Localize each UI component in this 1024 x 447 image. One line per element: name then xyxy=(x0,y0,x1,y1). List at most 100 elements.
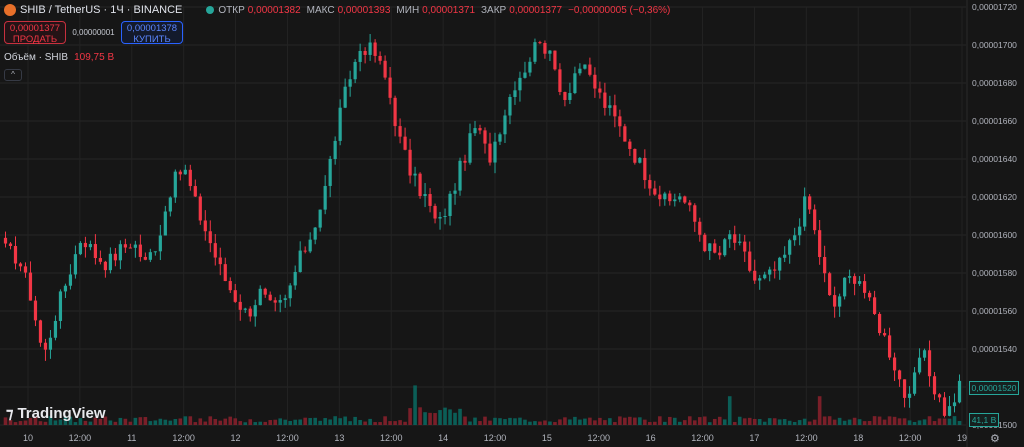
candle-body xyxy=(398,126,402,137)
time-tick-label: 12:00 xyxy=(484,433,507,443)
candle-body xyxy=(598,88,602,93)
candle-body xyxy=(813,209,817,231)
low-value: 0,00001371 xyxy=(422,4,476,16)
volume-bar xyxy=(628,416,632,425)
volume-bar xyxy=(113,421,118,425)
volume-bar xyxy=(458,408,462,425)
symbol-title[interactable]: SHIB / TetherUS · 1Ч · BINANCE xyxy=(20,4,183,16)
volume-bar xyxy=(183,416,188,425)
volume-bar xyxy=(942,418,947,425)
candle-body xyxy=(907,393,912,398)
candle-body xyxy=(773,269,777,271)
candle-body xyxy=(753,270,757,281)
volume-bar xyxy=(148,421,153,425)
candle-body xyxy=(253,305,257,317)
sell-button[interactable]: 0,00001377 ПРОДАТЬ xyxy=(4,21,66,45)
time-tick-label: 14 xyxy=(438,433,448,443)
volume-bar xyxy=(643,419,647,425)
volume-bar xyxy=(388,421,392,425)
candle-body xyxy=(28,272,33,301)
volume-bar xyxy=(328,419,332,425)
chevron-up-icon[interactable]: ^ xyxy=(4,69,22,81)
price-tick-label: 0,00001720 xyxy=(972,2,1017,12)
candle-body xyxy=(428,194,432,206)
candle-body xyxy=(743,241,747,252)
candle-body xyxy=(957,380,962,403)
price-tick-label: 0,00001700 xyxy=(972,40,1017,50)
candle-body xyxy=(403,136,407,150)
candle-body xyxy=(373,42,377,56)
volume-bar xyxy=(213,419,218,425)
tradingview-logo[interactable]: ⁊ TradingView xyxy=(6,404,106,423)
volume-bar xyxy=(243,422,248,425)
candle-body xyxy=(683,196,687,203)
volume-bar xyxy=(842,420,847,425)
candle-body xyxy=(478,128,482,131)
price-tick-label: 0,00001620 xyxy=(972,192,1017,202)
volume-label: Объём · SHIB xyxy=(4,52,69,63)
volume-bar xyxy=(158,418,163,425)
volume-bar xyxy=(463,416,467,425)
candle-body xyxy=(608,105,612,108)
volume-bar xyxy=(263,421,268,425)
volume-bar xyxy=(917,420,922,425)
volume-bar xyxy=(837,417,842,425)
candle-body xyxy=(628,141,632,149)
volume-tag: 41,1 B xyxy=(969,413,999,427)
candle-body xyxy=(268,294,272,301)
volume-bar xyxy=(173,419,178,425)
candle-body xyxy=(937,394,942,398)
market-status-dot-icon xyxy=(206,6,215,14)
volume-bar xyxy=(672,417,677,425)
candle-body xyxy=(853,276,857,284)
volume-bar xyxy=(513,418,517,425)
volume-bar xyxy=(223,418,228,425)
candle-body xyxy=(932,376,937,395)
candle-body xyxy=(583,64,587,69)
candle-body xyxy=(248,308,252,317)
time-tick-label: 12:00 xyxy=(795,433,818,443)
candle-body xyxy=(778,257,782,271)
candle-body xyxy=(663,193,667,200)
volume-bar xyxy=(248,419,253,425)
volume-bar xyxy=(613,422,617,425)
time-tick-label: 12 xyxy=(231,433,241,443)
candle-body xyxy=(728,234,732,240)
volume-legend[interactable]: Объём · SHIB 109,75 B xyxy=(4,52,114,63)
candle-body xyxy=(553,50,557,70)
volume-bar xyxy=(852,417,857,425)
candle-body xyxy=(867,292,872,298)
candle-body xyxy=(653,188,657,195)
volume-bar xyxy=(18,421,23,425)
candle-body xyxy=(543,43,547,54)
volume-bar xyxy=(278,418,283,425)
candlesticks xyxy=(3,34,962,418)
candle-body xyxy=(648,180,652,189)
candle-body xyxy=(922,350,927,358)
volume-bar xyxy=(268,420,273,425)
buy-button[interactable]: 0,00001378 КУПИТЬ xyxy=(121,21,183,45)
volume-bar xyxy=(937,418,942,425)
candle-body xyxy=(323,185,327,210)
volume-bar xyxy=(927,416,932,425)
candle-body xyxy=(448,193,452,217)
candle-body xyxy=(897,370,902,380)
volume-bar xyxy=(353,416,357,425)
candle-body xyxy=(927,350,932,377)
gear-icon[interactable]: ⚙ xyxy=(990,433,1000,445)
volume-bar xyxy=(648,422,652,425)
candle-body xyxy=(633,148,637,163)
volume-bar xyxy=(638,417,642,425)
volume-bar xyxy=(93,417,98,425)
candle-body xyxy=(693,205,697,222)
candle-body xyxy=(703,234,707,252)
volume-bar xyxy=(83,420,88,425)
time-tick-label: 19 xyxy=(957,433,967,443)
candle-body xyxy=(418,173,422,197)
time-tick-label: 11 xyxy=(127,433,136,443)
ohlc-values: ОТКР 0,00001382 МАКС 0,00001393 МИН 0,00… xyxy=(218,5,673,16)
candle-body xyxy=(458,160,462,191)
chart-grid xyxy=(0,0,968,447)
sell-price: 0,00001377 xyxy=(9,23,61,34)
